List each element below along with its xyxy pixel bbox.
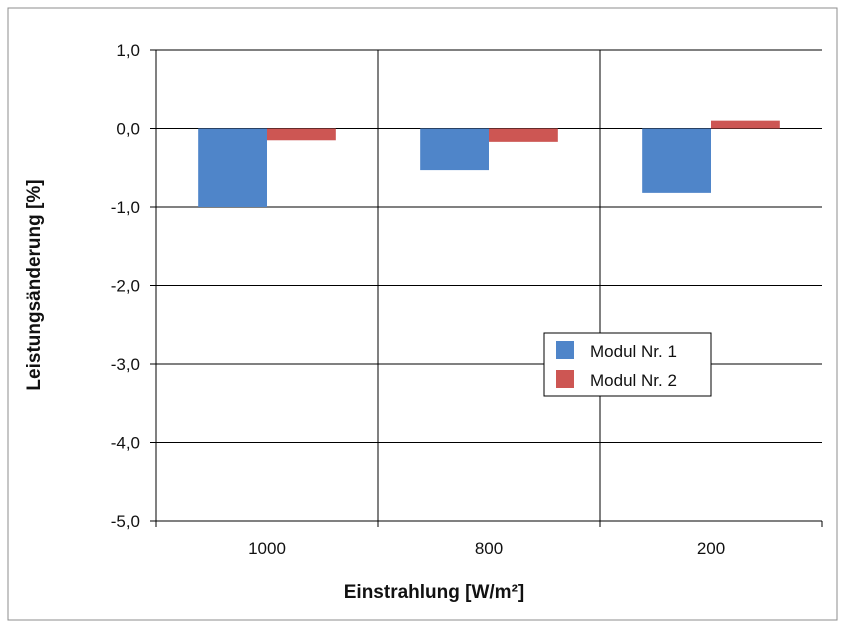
- x-tick-label: 1000: [248, 539, 286, 558]
- x-tick-label: 200: [697, 539, 725, 558]
- bars-layer: [198, 120, 780, 207]
- x-axis-label: Einstrahlung [W/m²]: [344, 582, 524, 603]
- y-tick-label: -4,0: [111, 434, 140, 453]
- y-tick-label: 0,0: [116, 120, 140, 139]
- y-tick-label: -3,0: [111, 355, 140, 374]
- bar-series-1-200: [642, 128, 711, 193]
- bar-series-2-200: [711, 120, 780, 129]
- y-tick-label: 1,0: [116, 41, 140, 60]
- legend-swatch-modul-1: [556, 341, 574, 359]
- axis-layer: [150, 49, 823, 527]
- bar-series-2-800: [489, 128, 558, 142]
- y-tick-label: -2,0: [111, 277, 140, 296]
- y-axis-label: Leistungsänderung [%]: [24, 179, 45, 390]
- legend: Modul Nr. 1 Modul Nr. 2: [543, 332, 712, 397]
- x-tick-label: 800: [475, 539, 503, 558]
- y-tick-label: -1,0: [111, 198, 140, 217]
- outer-frame: [7, 7, 838, 621]
- bar-series-1-800: [420, 128, 489, 171]
- legend-label-modul-2: Modul Nr. 2: [590, 371, 677, 390]
- bar-series-1-1000: [198, 128, 267, 207]
- bar-series-2-1000: [267, 128, 336, 141]
- y-tick-label: -5,0: [111, 512, 140, 531]
- legend-swatch-modul-2: [556, 370, 574, 388]
- tick-labels: 1,0 0,0 -1,0 -2,0 -3,0 -4,0 -5,0 1000 800 200: [111, 41, 725, 558]
- legend-label-modul-1: Modul Nr. 1: [590, 342, 677, 361]
